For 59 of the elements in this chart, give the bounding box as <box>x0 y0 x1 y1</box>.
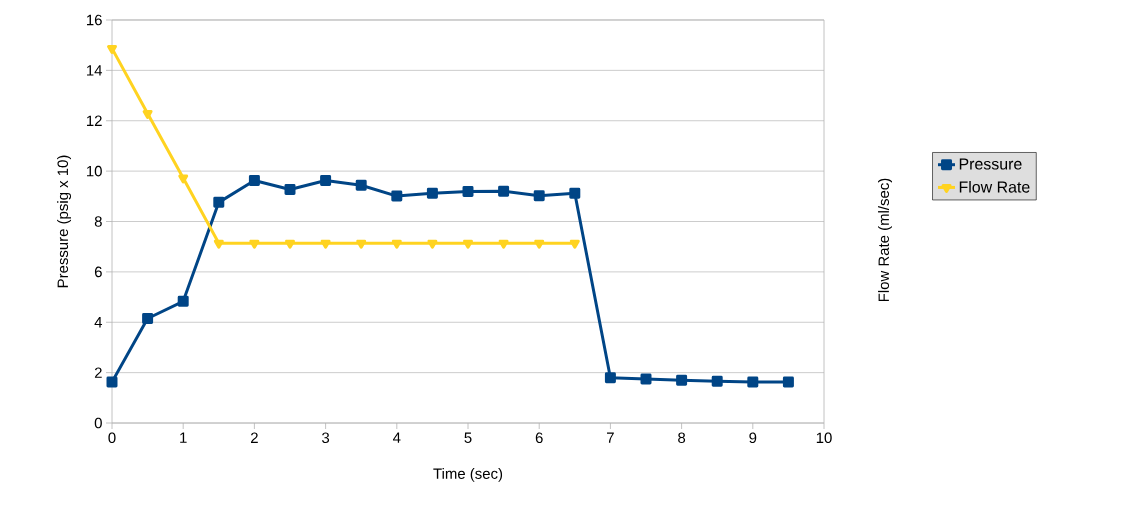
point <box>711 375 723 387</box>
point <box>782 376 794 388</box>
y-axis-title: Pressure (psig x 10) <box>57 155 72 288</box>
point <box>640 373 652 385</box>
point <box>107 44 117 54</box>
y-tick-label: 6 <box>94 266 102 278</box>
point <box>178 174 189 184</box>
y2-axis-title: Flow Rate (ml/sec) <box>878 178 892 302</box>
y-tick-label: 4 <box>94 317 103 328</box>
point <box>284 184 296 196</box>
y-tick-label: 12 <box>87 115 102 126</box>
y-tick-label: 10 <box>87 165 102 177</box>
point <box>534 239 545 249</box>
x-tick-label: 3 <box>322 432 330 444</box>
x-tick-label: 2 <box>251 432 258 443</box>
x-tick-label: 1 <box>180 432 187 443</box>
legend-label: Pressure <box>959 158 1022 170</box>
point <box>213 196 225 208</box>
point <box>569 187 581 199</box>
y-tick-label: 14 <box>87 65 103 76</box>
point <box>285 239 295 249</box>
y-tick-label: 0 <box>94 417 102 429</box>
point <box>249 239 260 249</box>
point <box>142 109 153 119</box>
point <box>604 372 616 384</box>
point <box>463 239 473 249</box>
point <box>248 174 260 186</box>
x-tick-label: 7 <box>607 432 614 443</box>
point <box>427 239 438 249</box>
point <box>462 186 474 198</box>
point <box>498 185 510 197</box>
point <box>177 295 189 307</box>
x-tick-label: 4 <box>392 432 401 443</box>
point <box>320 239 331 249</box>
point <box>498 239 509 249</box>
point <box>391 190 403 202</box>
x-tick-label: 8 <box>678 432 686 444</box>
point <box>355 179 367 191</box>
point <box>142 312 154 324</box>
legend-label: Flow Rate <box>959 180 1030 193</box>
y-tick-label: 2 <box>94 367 102 378</box>
y-tick-label: 8 <box>94 216 102 227</box>
point <box>106 376 118 388</box>
point <box>426 187 438 199</box>
x-tick-label: 9 <box>749 432 757 444</box>
x-tick-label: 0 <box>108 432 116 444</box>
point <box>320 174 332 186</box>
point <box>747 376 759 388</box>
point <box>356 239 367 249</box>
point <box>391 239 402 249</box>
point <box>533 190 545 202</box>
x-tick-label: 10 <box>816 432 832 444</box>
x-tick-label: 6 <box>535 432 543 444</box>
x-tick-label: 5 <box>464 432 472 443</box>
y-tick-label: 16 <box>87 14 102 26</box>
point <box>213 239 224 249</box>
point <box>676 374 688 386</box>
point <box>569 239 580 249</box>
x-axis-title: Time (sec) <box>433 467 503 482</box>
